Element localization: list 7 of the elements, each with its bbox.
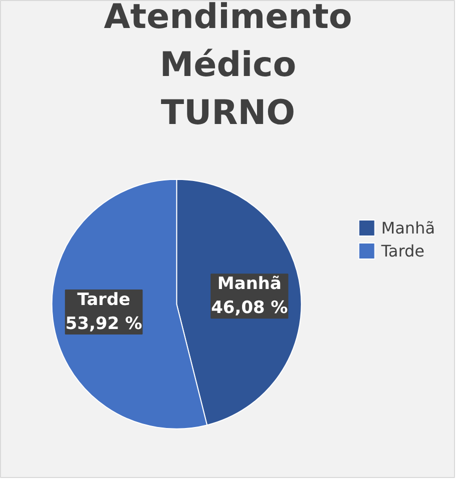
slice-label: Tarde [77, 290, 130, 310]
data-label: 46,08 % [211, 298, 288, 318]
chart-title: Atendimento Médico TURNO [104, 0, 352, 134]
legend-label: Manhã [381, 218, 435, 237]
legend-label: Tarde [381, 241, 425, 260]
slice-label: Manhã [217, 274, 282, 294]
data-label: 53,92 % [65, 314, 142, 334]
